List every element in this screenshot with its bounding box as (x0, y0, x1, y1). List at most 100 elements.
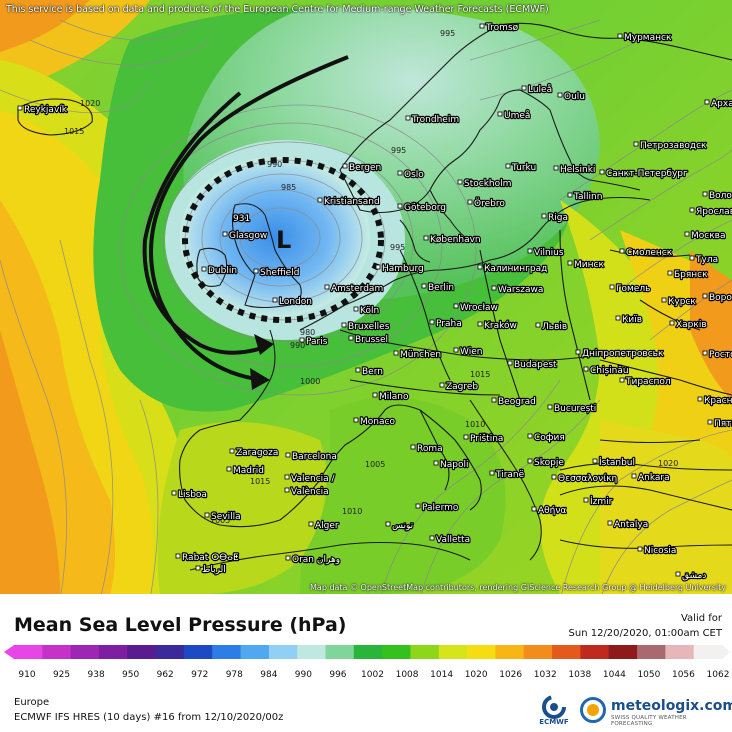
scale-band (155, 645, 185, 659)
scale-tick-label: 950 (122, 670, 139, 680)
meteologix-logo[interactable]: meteologix.com SWISS QUALITY WEATHER FOR… (580, 697, 732, 727)
city-label: Дніпропетровськ (582, 349, 664, 359)
city-label: Valletta (436, 535, 470, 545)
scale-band (98, 645, 128, 659)
city-marker (433, 460, 439, 466)
scale-band (212, 645, 242, 659)
city-marker (175, 553, 181, 559)
city-label: Antalya (614, 520, 648, 530)
city-marker (689, 255, 695, 261)
city-marker (551, 474, 557, 480)
city-marker (342, 163, 348, 169)
city-marker (453, 347, 459, 353)
scale-tick-label: 1020 (465, 670, 488, 680)
svg-text:1015: 1015 (64, 127, 84, 136)
city-labels: Reykjavík Tromsø Мурманск Luleå Oulu Umeå Арха… (17, 22, 732, 582)
city-marker (415, 503, 421, 509)
scale-tick-label: 938 (88, 670, 105, 680)
attribution-bottom: Map data © OpenStreetMap contributors, r… (310, 583, 726, 592)
city-marker (505, 163, 511, 169)
scale-tick-label: 1002 (361, 670, 384, 680)
scale-band (325, 645, 355, 659)
scale-tick-label: 1050 (637, 670, 660, 680)
city-marker (405, 115, 411, 121)
scale-tick-label: 962 (157, 670, 174, 680)
city-label: Milano (379, 392, 409, 402)
city-marker (661, 297, 667, 303)
city-label: Napoli (440, 460, 468, 470)
city-label: Umeå (504, 110, 530, 121)
city-label: Vilnius (534, 248, 564, 258)
city-marker (669, 320, 675, 326)
city-marker (201, 266, 207, 272)
city-label: Monaco (360, 417, 395, 427)
color-scale: 910 925 938 950 962 972 978 984 990 996 1002 1008 10… (4, 645, 730, 680)
city-label: Rabat ⵔⴱⴰⵟ (182, 553, 239, 563)
scale-tick-label: 925 (53, 670, 70, 680)
city-label: Valencia / (291, 474, 336, 484)
svg-text:990: 990 (290, 341, 305, 350)
pressure-map: L 931 1020 1015 995 990 985 995 980 1000… (0, 0, 732, 594)
svg-text:1005: 1005 (210, 516, 230, 525)
city-marker (17, 105, 23, 111)
city-label: Oran وهران (292, 555, 340, 565)
city-label: Trondheim (411, 115, 459, 125)
city-label: Воронеж (709, 293, 732, 303)
scale-tick-label: 990 (295, 670, 312, 680)
city-marker (617, 33, 623, 39)
city-label: Минск (574, 260, 604, 270)
city-label: Смоленск (626, 248, 673, 258)
city-marker (507, 360, 513, 366)
city-marker (684, 231, 690, 237)
city-marker (531, 506, 537, 512)
scale-band (523, 645, 553, 659)
city-marker (535, 322, 541, 328)
city-label: Bergen (349, 163, 381, 173)
svg-text:1020: 1020 (658, 459, 678, 468)
city-label: Красно (704, 396, 732, 406)
city-label: Oslo (404, 170, 424, 180)
city-marker (615, 315, 621, 321)
scale-band (693, 645, 723, 659)
city-marker (463, 434, 469, 440)
city-marker (521, 85, 527, 91)
city-marker (489, 470, 495, 476)
scale-band (580, 645, 610, 659)
svg-text:995: 995 (391, 146, 406, 155)
city-label: Amsterdam (331, 284, 383, 294)
scale-tick-label: 972 (191, 670, 208, 680)
svg-text:985: 985 (281, 183, 296, 192)
scale-band (467, 645, 496, 659)
city-marker (477, 264, 483, 270)
svg-text:1015: 1015 (470, 370, 490, 379)
city-label: Харків (676, 320, 707, 330)
scale-band (240, 645, 270, 659)
city-label: Bern (362, 367, 383, 377)
city-label: Wien (460, 347, 482, 357)
city-marker (707, 419, 713, 425)
city-label: Ярославль (696, 207, 732, 217)
city-label: Sheffield (260, 268, 299, 278)
scale-tick-label: 1014 (430, 670, 453, 680)
scale-band (665, 645, 695, 659)
city-marker (553, 165, 559, 171)
city-marker (479, 23, 485, 29)
city-marker (171, 490, 177, 496)
city-label: Калининград (484, 264, 547, 274)
city-label: Львів (542, 322, 567, 332)
city-marker (410, 444, 416, 450)
valid-time: Sun 12/20/2020, 01:00am CET (568, 628, 722, 639)
city-marker (675, 571, 681, 577)
city-label: Skopje (534, 458, 564, 468)
city-label: İzmir (590, 496, 613, 507)
svg-text:995: 995 (390, 243, 405, 252)
city-label: Barcelona (292, 452, 337, 462)
city-label: València (291, 486, 329, 497)
city-marker (583, 366, 589, 372)
city-marker (607, 520, 613, 526)
city-marker (385, 521, 391, 527)
scale-tick-label: 1038 (568, 670, 591, 680)
city-label: Tromsø (485, 23, 519, 33)
cyclone-arrows (142, 55, 349, 382)
city-label: Тула (695, 255, 718, 265)
